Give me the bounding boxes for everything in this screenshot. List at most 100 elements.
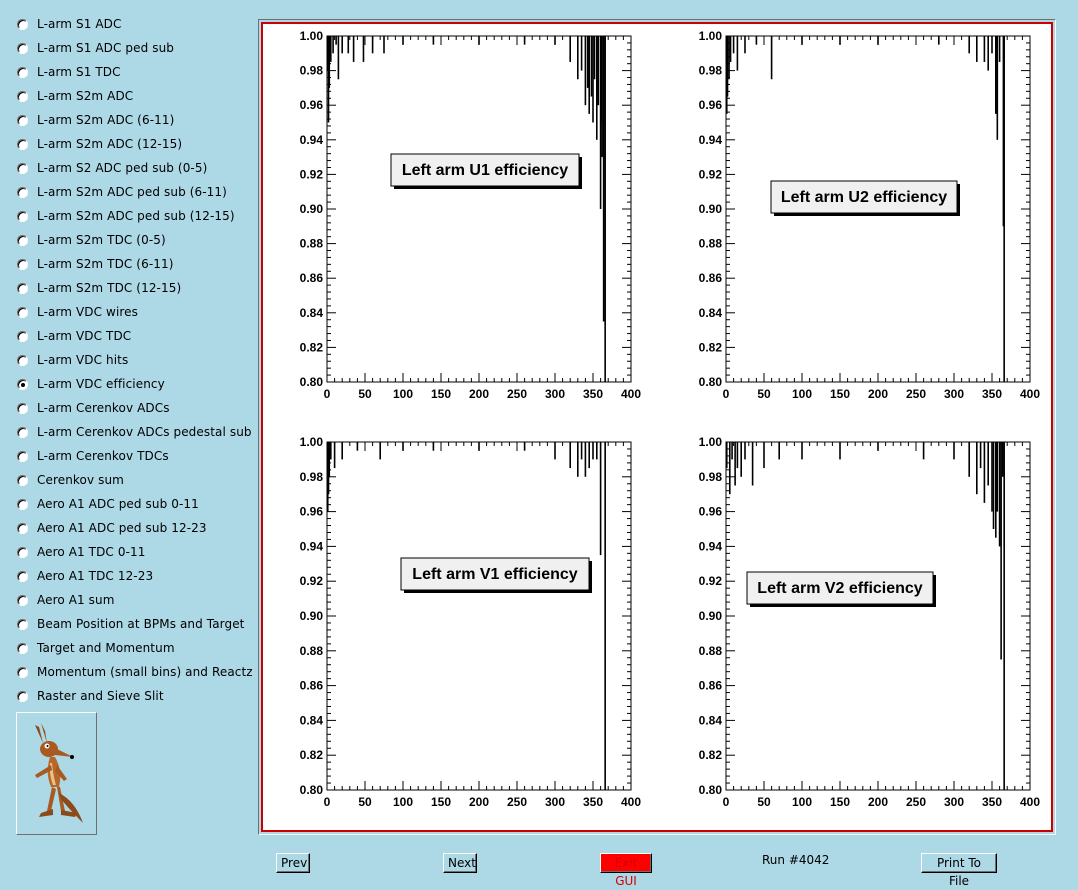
- radio-button[interactable]: [17, 474, 28, 486]
- plot-option-6[interactable]: L-arm S2 ADC ped sub (0-5): [17, 158, 207, 178]
- x-tick-label: 350: [982, 387, 1002, 401]
- plot-option-label: Raster and Sieve Slit: [37, 689, 164, 703]
- plot-option-label: L-arm S2m TDC (12-15): [37, 281, 182, 295]
- plot-option-2[interactable]: L-arm S1 TDC: [17, 62, 121, 82]
- radio-button[interactable]: [17, 330, 28, 342]
- title-box: [746, 571, 934, 605]
- y-tick-label: 0.94: [300, 539, 324, 553]
- plot-option-7[interactable]: L-arm S2m ADC ped sub (6-11): [17, 182, 227, 202]
- plot-option-label: L-arm S1 ADC: [37, 17, 122, 31]
- next-button[interactable]: Next: [443, 853, 477, 873]
- radio-button[interactable]: [17, 522, 28, 534]
- x-tick-label: 100: [393, 387, 413, 401]
- plot-option-15[interactable]: L-arm VDC efficiency: [17, 374, 165, 394]
- radio-button[interactable]: [17, 186, 28, 198]
- y-tick-label: 0.96: [300, 505, 324, 519]
- radio-button[interactable]: [17, 18, 28, 30]
- plot-option-18[interactable]: L-arm Cerenkov TDCs: [17, 446, 169, 466]
- radio-button[interactable]: [17, 498, 28, 510]
- radio-button[interactable]: [17, 282, 28, 294]
- radio-button[interactable]: [17, 546, 28, 558]
- radio-button[interactable]: [17, 306, 28, 318]
- radio-button[interactable]: [17, 258, 28, 270]
- x-tick-label: 400: [621, 387, 641, 401]
- radio-button[interactable]: [17, 90, 28, 102]
- radio-button[interactable]: [17, 642, 28, 654]
- plot-option-13[interactable]: L-arm VDC TDC: [17, 326, 131, 346]
- plot-option-label: L-arm Cerenkov ADCs pedestal sub: [37, 425, 252, 439]
- plot-option-19[interactable]: Cerenkov sum: [17, 470, 124, 490]
- plot-option-9[interactable]: L-arm S2m TDC (0-5): [17, 230, 166, 250]
- radio-button[interactable]: [17, 138, 28, 150]
- x-tick-label: 150: [830, 387, 850, 401]
- plot-option-27[interactable]: Momentum (small bins) and Reactz: [17, 662, 253, 682]
- plot-option-25[interactable]: Beam Position at BPMs and Target: [17, 614, 245, 634]
- radio-button[interactable]: [17, 690, 28, 702]
- plot-option-8[interactable]: L-arm S2m ADC ped sub (12-15): [17, 206, 235, 226]
- x-tick-label: 250: [507, 387, 527, 401]
- plot-option-11[interactable]: L-arm S2m TDC (12-15): [17, 278, 181, 298]
- y-tick-label: 0.90: [300, 609, 324, 623]
- radio-button[interactable]: [17, 114, 28, 126]
- y-tick-label: 0.86: [699, 271, 723, 285]
- plot-option-label: Aero A1 ADC ped sub 0-11: [37, 497, 199, 511]
- plot-title: Left arm U1 efficiency: [402, 162, 568, 179]
- x-tick-label: 400: [1020, 387, 1040, 401]
- radio-button[interactable]: [17, 378, 28, 390]
- plot-option-12[interactable]: L-arm VDC wires: [17, 302, 138, 322]
- y-tick-label: 0.80: [300, 783, 324, 797]
- radio-button[interactable]: [17, 618, 28, 630]
- y-tick-label: 0.84: [699, 713, 723, 727]
- radio-button[interactable]: [17, 162, 28, 174]
- x-tick-label: 200: [469, 387, 489, 401]
- plot-option-16[interactable]: L-arm Cerenkov ADCs: [17, 398, 170, 418]
- plot-option-4[interactable]: L-arm S2m ADC (6-11): [17, 110, 174, 130]
- plot-option-label: L-arm Cerenkov TDCs: [37, 449, 169, 463]
- plot-canvas[interactable]: 0.80 0.82 0.84 0.86 0.88 0.90 0.92 0.94 0.96 0.98…: [261, 22, 1053, 832]
- plot-option-14[interactable]: L-arm VDC hits: [17, 350, 128, 370]
- plot-option-label: Target and Momentum: [37, 641, 175, 655]
- logo-button[interactable]: [16, 712, 97, 835]
- plot-option-10[interactable]: L-arm S2m TDC (6-11): [17, 254, 174, 274]
- plot-option-label: L-arm S2m ADC ped sub (6-11): [37, 185, 227, 199]
- y-tick-label: 0.96: [699, 505, 723, 519]
- plot-option-label: L-arm S2 ADC ped sub (0-5): [37, 161, 208, 175]
- plot-option-0[interactable]: L-arm S1 ADC: [17, 14, 121, 34]
- y-tick-label: 0.92: [699, 167, 723, 181]
- y-tick-label: 0.98: [699, 64, 723, 78]
- plot-option-24[interactable]: Aero A1 sum: [17, 590, 115, 610]
- x-tick-label: 250: [906, 387, 926, 401]
- radio-button[interactable]: [17, 42, 28, 54]
- plot-option-label: L-arm S2m ADC (12-15): [37, 137, 183, 151]
- plot-option-23[interactable]: Aero A1 TDC 12-23: [17, 566, 153, 586]
- y-tick-label: 1.00: [699, 435, 723, 449]
- y-tick-label: 0.96: [699, 98, 723, 112]
- plot-option-22[interactable]: Aero A1 TDC 0-11: [17, 542, 145, 562]
- prev-button[interactable]: Prev: [276, 853, 310, 873]
- plot-option-label: Beam Position at BPMs and Target: [37, 617, 245, 631]
- radio-button[interactable]: [17, 594, 28, 606]
- radio-button[interactable]: [17, 666, 28, 678]
- plot-option-21[interactable]: Aero A1 ADC ped sub 12-23: [17, 518, 207, 538]
- print-to-file-button[interactable]: Print To File: [921, 853, 997, 888]
- plot-option-5[interactable]: L-arm S2m ADC (12-15): [17, 134, 182, 154]
- radio-button[interactable]: [17, 234, 28, 246]
- plot-option-20[interactable]: Aero A1 ADC ped sub 0-11: [17, 494, 199, 514]
- exit-gui-button[interactable]: Exit GUI: [600, 853, 652, 888]
- plot-option-label: L-arm VDC TDC: [37, 329, 132, 343]
- radio-button[interactable]: [17, 426, 28, 438]
- radio-button[interactable]: [17, 402, 28, 414]
- plot-option-1[interactable]: L-arm S1 ADC ped sub: [17, 38, 174, 58]
- radio-button[interactable]: [17, 66, 28, 78]
- radio-button[interactable]: [17, 570, 28, 582]
- radio-button[interactable]: [17, 450, 28, 462]
- plot-option-3[interactable]: L-arm S2m ADC: [17, 86, 133, 106]
- plot-option-17[interactable]: L-arm Cerenkov ADCs pedestal sub: [17, 422, 252, 442]
- radio-button[interactable]: [17, 210, 28, 222]
- plot-option-26[interactable]: Target and Momentum: [17, 638, 175, 658]
- plot-option-label: L-arm S1 ADC ped sub: [37, 41, 174, 55]
- radio-button[interactable]: [17, 354, 28, 366]
- plot-option-28[interactable]: Raster and Sieve Slit: [17, 686, 164, 706]
- y-tick-label: 0.96: [300, 98, 324, 112]
- x-tick-label: 200: [868, 795, 888, 809]
